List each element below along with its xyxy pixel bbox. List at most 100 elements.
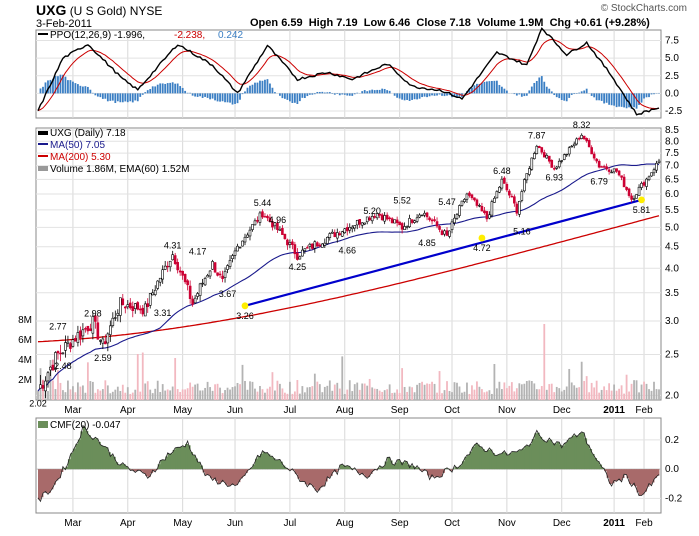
cmf-area-segment <box>619 469 622 481</box>
ppo-histogram-bar <box>106 93 109 102</box>
ppo-histogram-bar <box>411 93 413 100</box>
ppo-histogram-bar <box>44 82 47 94</box>
candle-body <box>465 193 469 200</box>
candle-body <box>657 160 661 163</box>
ppo-histogram-bar <box>171 82 174 94</box>
cmf-area-segment <box>389 460 393 470</box>
cmf-area-segment <box>526 445 530 470</box>
cmf-area-segment <box>65 466 69 470</box>
candle-body <box>236 245 239 252</box>
volume-bar <box>281 388 284 400</box>
candle-body <box>500 178 504 189</box>
cmf-area-segment <box>157 464 161 470</box>
volume-bar <box>426 383 428 400</box>
cmf-area-segment <box>581 432 585 470</box>
candle-body <box>246 234 249 238</box>
ppo-histogram-bar <box>448 93 451 96</box>
ppo-histogram-bar <box>598 93 601 101</box>
candle-body <box>478 205 481 207</box>
cmf-area-segment <box>626 469 630 479</box>
ppo-histogram-bar <box>638 93 640 105</box>
cmf-area-segment <box>476 444 480 470</box>
cmf-area-segment <box>481 449 485 470</box>
ma50-legend-label: MA(50) 7.05 <box>50 140 105 151</box>
candle-body <box>69 343 72 349</box>
candle-body <box>94 315 97 322</box>
candle-body <box>405 226 409 228</box>
volume-bar <box>495 388 498 400</box>
volume-bar <box>610 390 613 400</box>
ppo-histogram-bar <box>229 93 231 103</box>
volume-bar <box>645 383 648 400</box>
cmf-area-segment <box>42 469 46 493</box>
volume-bar <box>530 380 533 400</box>
volume-bar <box>331 390 334 400</box>
candle-body <box>51 364 55 371</box>
ppo-histogram-bar <box>191 93 194 96</box>
candle-body <box>562 154 566 160</box>
trendline <box>244 198 642 307</box>
price-annotation: 8.32 <box>573 120 591 130</box>
candle-body <box>251 224 254 230</box>
ppo-histogram-bar <box>605 93 608 103</box>
volume-bar <box>373 388 376 400</box>
ppo-histogram-bar <box>495 80 498 94</box>
volume-bar <box>181 389 184 400</box>
x-tick-label-price: Mar <box>64 405 82 416</box>
cmf-area-segment <box>52 469 56 485</box>
candle-body <box>296 252 299 260</box>
ppo-histogram-bar <box>528 90 531 94</box>
ppo-histogram-bar <box>401 93 404 100</box>
ppo-histogram-bar <box>269 83 271 94</box>
candle-body <box>597 161 601 168</box>
volume-bar <box>438 371 441 400</box>
ppo-histogram-bar <box>530 86 533 94</box>
candle-body <box>415 217 419 222</box>
candle-body <box>655 162 658 171</box>
cmf-area-segment <box>225 469 228 485</box>
candle-body <box>627 188 631 196</box>
cmf-area-segment <box>267 454 271 470</box>
volume-value: 1.9M <box>518 17 544 29</box>
volume-bar <box>81 385 84 400</box>
candle-body <box>233 250 237 256</box>
volume-bar <box>174 358 177 400</box>
trendline-touch-marker <box>241 302 249 310</box>
candle-body <box>428 217 431 221</box>
volume-bar <box>323 386 326 400</box>
candle-body <box>316 242 319 247</box>
volume-bar <box>99 390 102 400</box>
volume-bar <box>288 381 291 400</box>
x-tick-label-price: May <box>173 405 192 416</box>
cmf-area-segment <box>474 444 478 470</box>
volume-bar <box>229 389 231 400</box>
candle-body <box>560 160 564 162</box>
cmf-area-segment <box>242 469 246 476</box>
volume-bar <box>408 386 411 400</box>
volume-bar <box>74 392 77 400</box>
cmf-area-segment <box>511 451 515 470</box>
cmf-area-segment <box>67 459 71 470</box>
cmf-area-segment <box>469 451 473 470</box>
price-annotation: 2.48 <box>54 361 72 371</box>
candle-body <box>577 138 581 140</box>
candle-body <box>151 292 155 296</box>
cmf-area-segment <box>205 469 208 476</box>
cmf-area-segment <box>621 469 625 479</box>
ppo-histogram-bar <box>543 81 546 94</box>
volume-bar <box>585 376 588 400</box>
x-tick-label-cmf: Aug <box>336 518 354 529</box>
cmf-area-segment <box>429 469 433 478</box>
candle-body <box>86 325 90 332</box>
ppo-histogram-bar <box>343 93 346 95</box>
candle-body <box>340 231 344 237</box>
ppo-histogram-bar <box>261 80 264 94</box>
ppo-histogram-bar <box>570 93 573 95</box>
ppo-histogram-bar <box>159 83 162 94</box>
cmf-area-segment <box>232 469 236 485</box>
volume-bar <box>655 389 658 400</box>
candle-body <box>473 197 476 201</box>
volume-bar <box>216 383 219 400</box>
volume-bar <box>144 383 147 400</box>
ppo-histogram-bar <box>42 86 44 94</box>
